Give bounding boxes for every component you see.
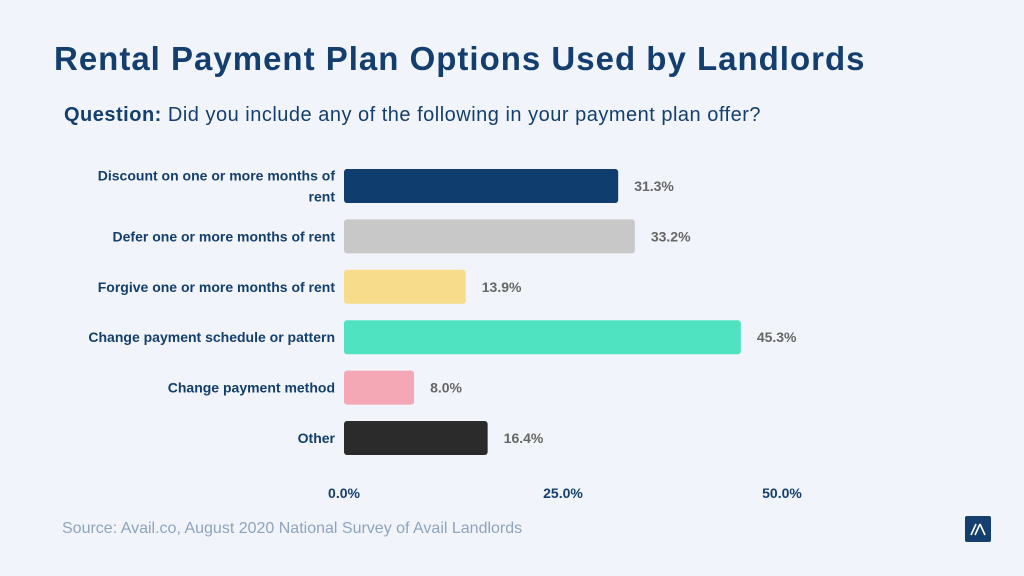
bar xyxy=(344,219,635,254)
x-tick-label: 50.0% xyxy=(762,485,802,501)
category-label: Change payment method xyxy=(168,380,335,396)
x-tick-label: 25.0% xyxy=(543,485,583,501)
avail-logo xyxy=(965,516,991,542)
bar xyxy=(344,269,466,304)
bar xyxy=(344,421,488,455)
source-note: Source: Avail.co, August 2020 National S… xyxy=(62,520,523,537)
category-label: Forgive one or more months of rent xyxy=(98,279,336,295)
data-label: 8.0% xyxy=(430,380,462,396)
data-label: 45.3% xyxy=(757,329,797,345)
category-label: rent xyxy=(309,189,336,205)
bar xyxy=(344,320,741,355)
bar xyxy=(344,169,619,203)
data-label: 13.9% xyxy=(482,279,522,295)
data-label: 33.2% xyxy=(651,228,691,244)
data-label: 31.3% xyxy=(634,178,674,194)
category-label: Discount on one or more months of xyxy=(98,168,336,184)
bar xyxy=(344,370,415,405)
data-label: 16.4% xyxy=(504,430,544,446)
subtitle-question: Did you include any of the following in … xyxy=(167,104,761,126)
category-label: Other xyxy=(298,430,336,446)
category-label: Defer one or more months of rent xyxy=(113,228,336,244)
x-tick-label: 0.0% xyxy=(328,485,360,501)
chart-title: Rental Payment Plan Options Used by Land… xyxy=(54,40,866,77)
category-label: Change payment schedule or pattern xyxy=(88,329,335,345)
chart-subtitle: Question: Did you include any of the fol… xyxy=(64,104,761,127)
subtitle-label: Question: xyxy=(64,104,162,126)
